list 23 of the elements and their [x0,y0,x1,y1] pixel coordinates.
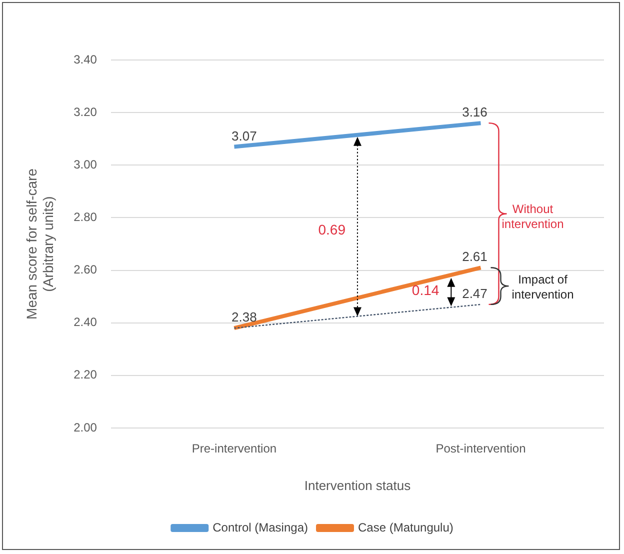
data-label: 3.16 [462,104,488,120]
annotation: Impact of intervention [512,272,574,302]
data-label: 2.38 [232,310,257,325]
text: 2.80 [74,210,97,224]
annotation: 0.69 [318,221,346,238]
y-axis-title: Mean score for self-care (Arbitrary units) [23,168,56,320]
text: 3.20 [74,104,97,119]
x-tick-label: Post-intervention [436,442,526,456]
annotation: 0.14 [412,282,440,298]
text: 2.40 [74,315,97,330]
text: 3.40 [74,52,97,66]
annotation: Without intervention [502,202,564,232]
legend-label: Case (Matungulu) [358,520,454,534]
legend-label: Control (Masinga) [212,520,308,534]
text: 2.60 [74,262,97,277]
text: 2.20 [74,368,97,382]
text: 3.00 [74,157,97,172]
data-label: 2.61 [462,249,488,264]
data-label: 3.07 [232,128,257,144]
data-label: 2.47 [462,286,488,302]
x-axis-title: Intervention status [304,478,412,493]
text: 2.00 [74,420,97,434]
x-tick-label: Pre-intervention [192,442,277,456]
